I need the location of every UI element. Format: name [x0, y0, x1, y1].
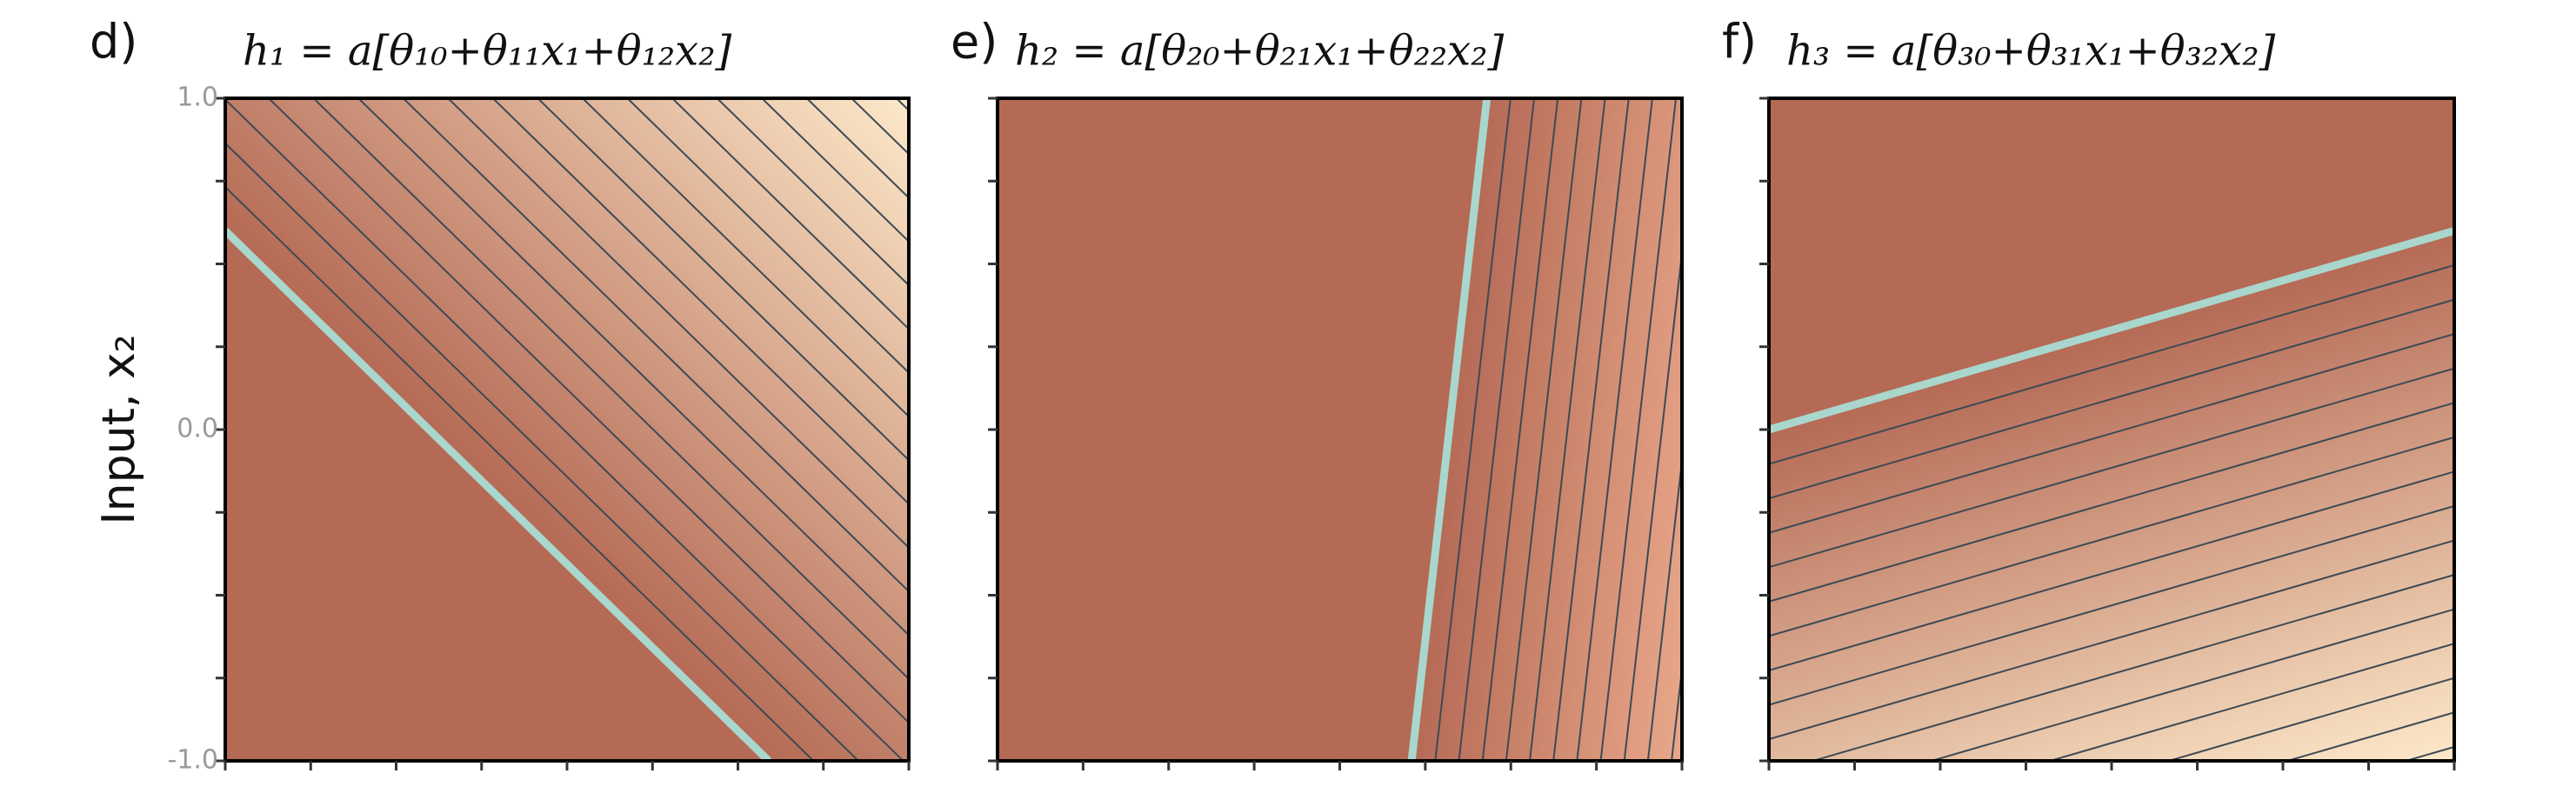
y-tick-label: 0.0	[177, 414, 218, 444]
panel: e) h₂ = a[θ₂₀+θ₂₁x₁+θ₂₂x₂]	[951, 15, 1684, 770]
contours	[225, 98, 909, 761]
y-tick-label: -1.0	[167, 745, 218, 776]
zero-line	[225, 228, 772, 761]
panel-title: h₁ = a[θ₁₀+θ₁₁x₁+θ₁₂x₂]	[243, 27, 731, 76]
contour-line	[1809, 574, 2454, 761]
contour-line	[312, 98, 909, 681]
y-axis-label: Input, x₂	[93, 334, 145, 524]
y-tick-label: 1.0	[177, 83, 218, 113]
panel-title: h₃ = a[θ₃₀+θ₃₁x₁+θ₃₂x₂]	[1786, 27, 2275, 76]
zero-line	[1769, 227, 2454, 434]
panel-title: h₂ = a[θ₂₀+θ₂₁x₁+θ₂₂x₂]	[1015, 27, 1504, 76]
active-region	[1769, 230, 2454, 761]
panel-label: f)	[1722, 15, 1757, 70]
active-region	[1411, 98, 1682, 761]
contour-line	[225, 142, 860, 761]
panel: -1.0 0.0 1.0 d) h₁ = a[θ₁₀+θ₁₁x₁+θ₁₂x₂] Input…	[90, 15, 911, 776]
contour-line	[225, 185, 815, 761]
contour-line	[267, 98, 909, 724]
contour-line	[225, 98, 904, 761]
active-region	[225, 98, 909, 761]
panel-label: e)	[951, 15, 998, 70]
zero-line	[1407, 98, 1492, 761]
panel-label: d)	[90, 15, 137, 70]
